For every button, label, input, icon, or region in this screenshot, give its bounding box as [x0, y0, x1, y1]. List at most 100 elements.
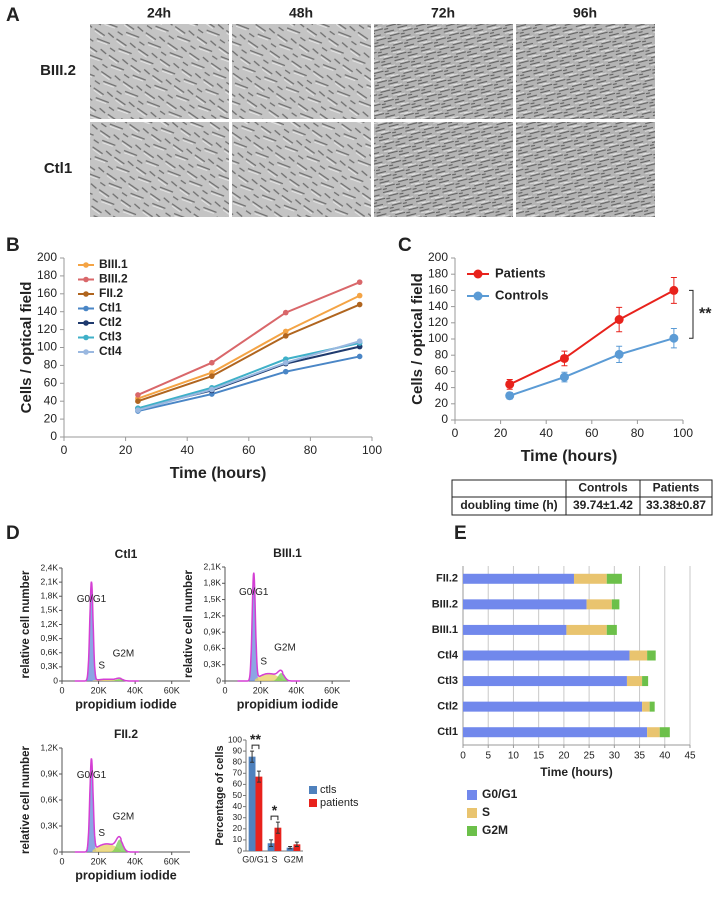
bar-segment — [629, 650, 648, 661]
panel-letter: B — [6, 235, 20, 256]
x-tick-label: 100 — [673, 426, 693, 440]
y-tick-label: 30 — [233, 812, 243, 822]
legend-label: Ctl1 — [99, 301, 122, 315]
micrograph — [232, 24, 371, 119]
peak-label: G2M — [113, 811, 135, 822]
bar-segment — [463, 624, 567, 635]
x-tick-label: 5 — [485, 751, 491, 762]
x-axis-label: Time (hours) — [540, 765, 612, 779]
legend-label: BIII.2 — [99, 272, 128, 286]
x-tick-label: 25 — [584, 751, 596, 762]
y-tick-label: Ctl3 — [437, 675, 458, 687]
y-tick-label: 80 — [233, 756, 243, 766]
column-header: 24h — [147, 5, 171, 21]
x-axis-label: propidium iodide — [75, 868, 176, 882]
legend-label: FII.2 — [99, 286, 123, 300]
bar-segment — [463, 701, 643, 712]
bar-segment — [606, 624, 617, 635]
y-tick-label: 160 — [37, 286, 57, 300]
y-tick-label: 20 — [233, 823, 243, 833]
y-tick-label: 180 — [428, 266, 448, 280]
histogram-outline — [74, 581, 139, 682]
data-point — [282, 328, 289, 335]
y-tick-label: 1,2K — [41, 619, 59, 629]
x-tick-label: 60 — [242, 443, 256, 457]
column-header: 48h — [289, 5, 313, 21]
bar-segment — [566, 624, 607, 635]
bar-segment — [463, 573, 574, 584]
bar-segment — [463, 676, 627, 687]
plot-title: FII.2 — [114, 727, 138, 741]
y-tick-label: BIII.1 — [432, 624, 458, 636]
y-tick-label: Ctl4 — [437, 649, 459, 661]
y-tick-label: 40 — [44, 393, 58, 407]
y-tick-label: FII.2 — [436, 573, 458, 585]
x-tick-label: 40K — [288, 685, 304, 695]
x-axis-label: propidium iodide — [75, 697, 176, 711]
x-tick-label: 80 — [631, 426, 645, 440]
y-axis-label: Cells / optical field — [18, 282, 35, 414]
column-header: 72h — [431, 5, 455, 21]
bar — [286, 847, 294, 851]
y-tick-label: 0 — [53, 675, 58, 685]
x-tick-label: 20 — [494, 426, 508, 440]
peak-label: S — [260, 656, 267, 667]
y-tick-label: 120 — [37, 322, 57, 336]
x-tick-label: 20K — [253, 685, 269, 695]
x-tick-label: 40 — [540, 426, 554, 440]
x-tick-label: 45 — [684, 751, 696, 762]
x-tick-label: 30 — [609, 751, 621, 762]
y-tick-label: 20 — [44, 411, 58, 425]
x-tick-label: 10 — [508, 751, 520, 762]
y-axis-label: relative cell number — [20, 570, 32, 679]
x-tick-label: 20K — [91, 685, 107, 695]
bracket — [251, 744, 260, 750]
y-tick-label: 1,2K — [41, 742, 59, 752]
legend-label: Ctl3 — [99, 330, 122, 344]
peak-label: G0/G1 — [77, 594, 107, 605]
y-tick-label: 2,1K — [204, 561, 222, 571]
x-tick-label: 35 — [634, 751, 646, 762]
x-axis-label: propidium iodide — [237, 697, 338, 711]
legend-label: Controls — [495, 287, 548, 302]
bar-segment — [626, 676, 643, 687]
micrograph — [90, 24, 229, 119]
x-tick-label: 60 — [585, 426, 599, 440]
y-tick-label: 100 — [37, 340, 57, 354]
y-tick-label: 2,1K — [41, 576, 59, 586]
data-point — [505, 391, 515, 401]
data-point — [209, 373, 215, 379]
x-tick-label: 0 — [59, 685, 64, 695]
x-tick-label: 0 — [222, 685, 227, 695]
series-line — [509, 337, 675, 397]
y-tick-label: 0,3K — [204, 659, 222, 669]
bar-segment — [463, 650, 630, 661]
bracket — [689, 289, 694, 339]
data-point — [559, 353, 569, 363]
plot-title: Ctl1 — [115, 547, 138, 561]
x-tick-label: G2M — [284, 854, 304, 864]
data-point — [614, 349, 624, 359]
x-tick-label: 40K — [127, 685, 143, 695]
data-point — [356, 292, 363, 299]
data-point — [282, 359, 289, 366]
bar — [274, 827, 282, 851]
y-tick-label: 10 — [233, 834, 243, 844]
table-cell: 33.38±0.87 — [646, 498, 706, 512]
y-axis-label: relative cell number — [183, 569, 195, 678]
y-tick-label: 0,9K — [41, 768, 59, 778]
micrograph — [232, 122, 371, 217]
legend-swatch — [309, 786, 317, 794]
y-tick-label: 1,8K — [204, 578, 222, 588]
legend-marker — [473, 291, 483, 301]
peak-label: G2M — [113, 649, 135, 660]
error-bar — [250, 750, 255, 763]
data-point — [505, 379, 515, 389]
bar — [267, 843, 275, 851]
panel-letter: E — [454, 523, 467, 544]
y-tick-label: 200 — [428, 250, 448, 264]
bar-segment — [463, 599, 587, 610]
data-point — [135, 398, 141, 405]
panel-letter: D — [6, 523, 20, 544]
